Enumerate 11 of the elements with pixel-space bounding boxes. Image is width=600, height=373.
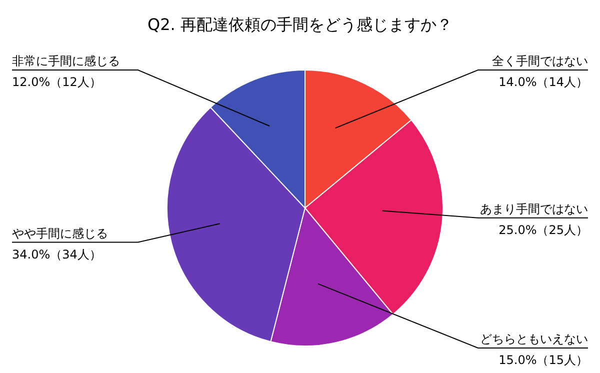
data-label: 15.0%（15人） [498,353,588,367]
slice-label: あまり手間ではない [480,202,588,216]
data-label: 25.0%（25人） [498,222,588,237]
slice-label: やや手間に感じる [12,226,108,240]
chart-title: Q2. 再配達依頼の手間をどう感じますか？ [148,15,452,34]
data-label: 12.0%（12人） [12,75,102,89]
slice-label: 全く手間ではない [492,54,588,68]
slice-label: 非常に手間に感じる [12,54,120,68]
slice-label: どちらともいえない [480,332,588,346]
data-label: 14.0%（14人） [498,75,588,89]
data-label: 34.0%（34人） [12,247,102,262]
